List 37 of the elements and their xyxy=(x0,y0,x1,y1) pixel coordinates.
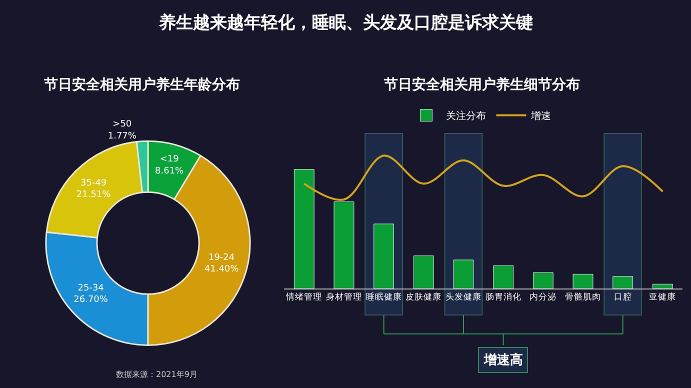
slice-label: <19 xyxy=(160,154,180,165)
x-tick-label: 皮肤健康 xyxy=(406,292,442,303)
source-note: 数据来源：2021年9月 xyxy=(116,370,198,379)
bar xyxy=(652,284,673,288)
data-label: 41.40% xyxy=(204,264,240,274)
chart-title: 节日安全相关用户养生年龄分布 xyxy=(43,76,240,93)
data-label: 1.77% xyxy=(108,131,137,142)
x-tick-label: 骨骼肌肉 xyxy=(565,292,601,303)
x-tick-label: 情绪管理 xyxy=(285,292,322,303)
x-tick-label: 头发健康 xyxy=(445,292,482,303)
bar xyxy=(453,260,474,288)
slice-label: >50 xyxy=(112,120,132,130)
bar xyxy=(532,272,554,288)
bar xyxy=(334,201,354,288)
bar xyxy=(493,265,514,288)
text: 增速高 xyxy=(483,352,523,368)
bar xyxy=(374,224,394,288)
x-tick-label: 身材管理 xyxy=(326,292,362,303)
slice-label: 19-24 xyxy=(208,252,235,263)
x-tick-label: 口腔 xyxy=(614,292,632,303)
x-tick-label: 亚健康 xyxy=(649,292,676,303)
slice-label: 35-49 xyxy=(80,178,107,188)
slice-label: 25-34 xyxy=(78,283,104,294)
x-tick-label: 内分泌 xyxy=(530,292,557,303)
text: 养生越来越年轻化，睡眠、头发及口腔是诉求关键 xyxy=(158,13,533,33)
bar xyxy=(612,276,634,288)
chart-title: 节日安全相关用户养生细节分布 xyxy=(383,76,580,93)
data-label: 21.51% xyxy=(76,190,112,200)
bar xyxy=(413,256,434,288)
bar xyxy=(572,274,594,288)
x-tick-label: 睡眠健康 xyxy=(366,292,402,303)
legend-label: 增速 xyxy=(530,110,552,122)
data-label: 26.70% xyxy=(74,295,108,306)
bar xyxy=(294,169,314,288)
legend-label: 关注分布 xyxy=(446,110,486,122)
x-tick-label: 肠胃消化 xyxy=(485,292,522,303)
data-label: 8.61% xyxy=(155,166,184,176)
